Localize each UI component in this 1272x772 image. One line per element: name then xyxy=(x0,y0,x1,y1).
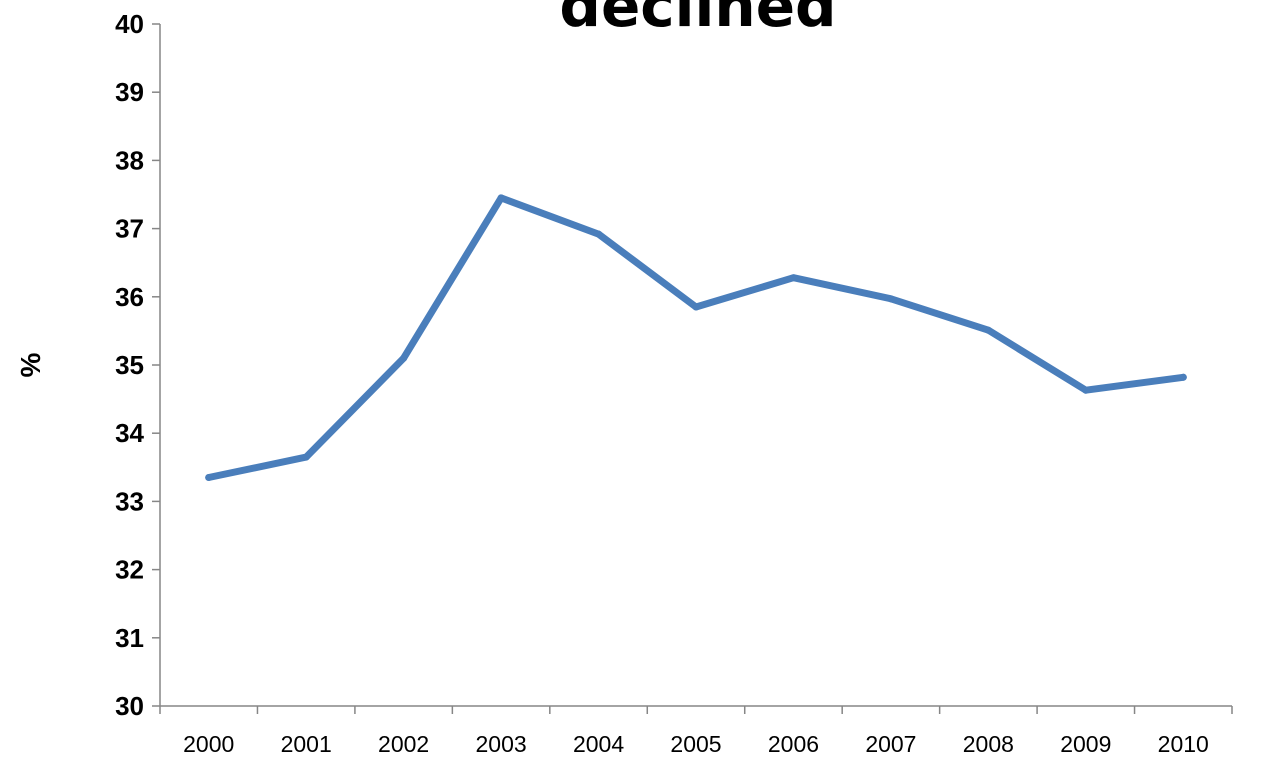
y-tick-label: 31 xyxy=(115,623,144,653)
x-tick-label: 2001 xyxy=(281,731,332,757)
y-tick-label: 34 xyxy=(115,418,144,448)
y-tick-label: 35 xyxy=(115,350,144,380)
series-group xyxy=(205,194,1187,482)
y-tick-label: 33 xyxy=(115,486,144,516)
data-point xyxy=(1082,386,1090,394)
data-point xyxy=(789,274,797,282)
data-point xyxy=(595,230,603,238)
y-axis-label: % xyxy=(15,352,46,377)
y-tick-label: 32 xyxy=(115,555,144,585)
data-point xyxy=(887,295,895,303)
data-point xyxy=(400,354,408,362)
data-point xyxy=(497,194,505,202)
data-point xyxy=(1179,373,1187,381)
x-tick-label: 2007 xyxy=(865,731,916,757)
y-axis-ticks: 30 31 32 33 34 35 36 37 38 39 40 xyxy=(115,9,160,721)
y-tick-label: 37 xyxy=(115,214,144,244)
y-tick-label: 30 xyxy=(115,691,144,721)
x-tick-label: 2000 xyxy=(183,731,234,757)
x-tick-label: 2003 xyxy=(476,731,527,757)
data-point xyxy=(984,326,992,334)
y-tick-label: 38 xyxy=(115,145,144,175)
series-line xyxy=(205,194,1187,481)
x-tick-label: 2006 xyxy=(768,731,819,757)
x-tick-label: 2004 xyxy=(573,731,624,757)
data-point xyxy=(205,474,213,482)
data-point xyxy=(692,303,700,311)
y-tick-label: 36 xyxy=(115,282,144,312)
x-axis-ticks: 2000 2001 2002 2003 2004 2005 2006 2007 2008 2009… xyxy=(159,706,1233,757)
x-tick-label: 2005 xyxy=(670,731,721,757)
x-tick-label: 2009 xyxy=(1060,731,1111,757)
x-tick-label: 2010 xyxy=(1158,731,1209,757)
x-tick-label: 2002 xyxy=(378,731,429,757)
y-tick-label: 40 xyxy=(115,9,144,39)
chart-title: declined xyxy=(559,0,836,40)
x-tick-label: 2008 xyxy=(963,731,1014,757)
data-point xyxy=(302,453,310,461)
y-tick-label: 39 xyxy=(115,77,144,107)
